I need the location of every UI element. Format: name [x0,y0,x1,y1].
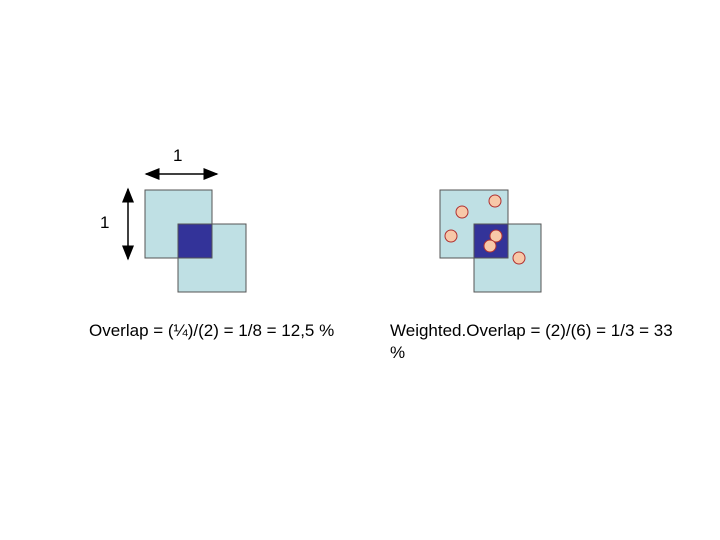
point [444,229,458,243]
point [512,251,526,265]
point [483,239,497,253]
point [489,229,503,243]
point [488,194,502,208]
overlap-caption: Overlap = (¼)/(2) = 1/8 = 12,5 % [89,321,335,340]
weighted-overlap-caption: Weighted.Overlap = (2)/(6) = 1/3 = 33 % [390,321,673,362]
point [455,205,469,219]
overlap-area [177,223,213,259]
width-label: 1 [173,146,183,165]
height-label: 1 [100,213,110,232]
